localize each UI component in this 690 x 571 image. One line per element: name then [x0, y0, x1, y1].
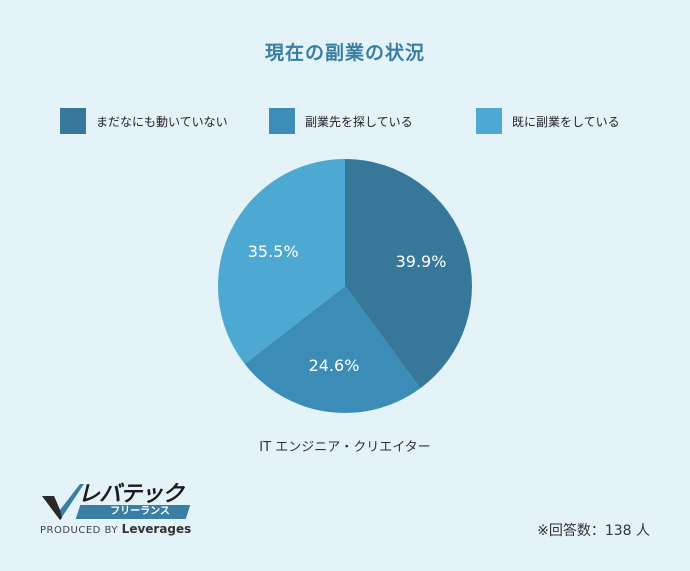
leverages-logo: レバテック フリーランス PRODUCED BY Leverages [40, 476, 200, 538]
slice-not-started [345, 159, 472, 389]
chart-group-label: IT エンジニア・クリエイター [259, 440, 431, 455]
pie-chart: 39.9% 24.6% 35.5% [218, 159, 472, 414]
slice-value-label: 39.9% [396, 252, 447, 271]
legend-item-not-started: まだなにも動いていない [60, 108, 228, 134]
legend-label: まだなにも動いていない [96, 114, 228, 129]
slice-value-label: 35.5% [248, 242, 299, 261]
brand-name: Leverages [121, 522, 192, 536]
legend-swatch [476, 108, 502, 134]
slice-already-doing [218, 159, 345, 364]
legend-label: 副業先を探している [305, 114, 413, 129]
checkmark-logo-icon [42, 484, 84, 520]
logo-subtitle: フリーランス [110, 506, 170, 517]
legend-swatch [269, 108, 295, 134]
legend-item-searching: 副業先を探している [269, 108, 413, 134]
logo-name: レバテック [78, 482, 184, 507]
chart-title: 現在の副業の状況 [264, 42, 425, 64]
slice-searching [244, 286, 421, 414]
produced-by-text: PRODUCED BY [40, 525, 118, 536]
logo-produced-by: PRODUCED BY Leverages [40, 522, 191, 536]
legend-swatch [60, 108, 86, 134]
response-count-note: ※回答数：138 人 [537, 523, 650, 539]
legend-item-already-doing: 既に副業をしている [476, 108, 620, 134]
slice-value-label: 24.6% [309, 356, 360, 375]
legend-label: 既に副業をしている [512, 114, 620, 129]
